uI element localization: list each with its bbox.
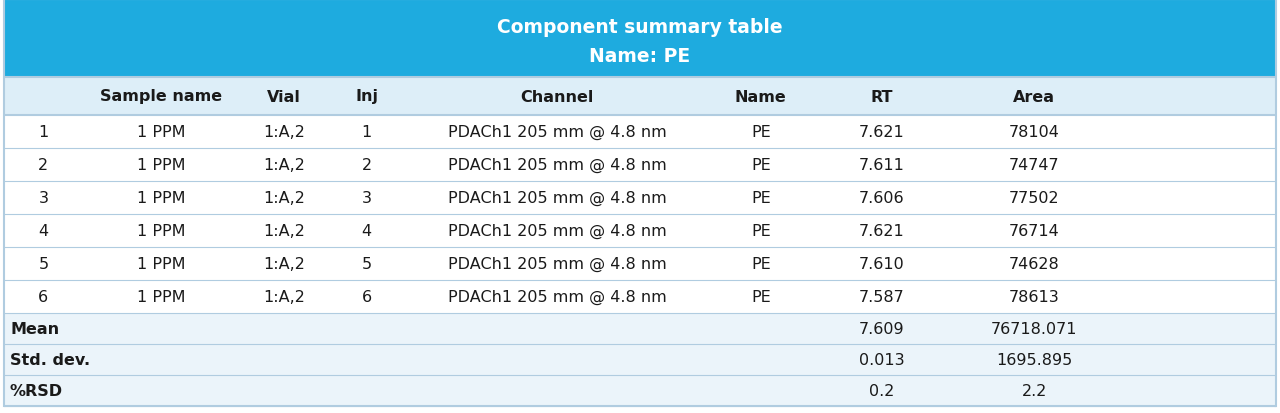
- Text: 1:A,2: 1:A,2: [262, 125, 305, 140]
- Bar: [4, 0, 1276, 78]
- Text: 1 PPM: 1 PPM: [137, 289, 186, 304]
- Text: 1: 1: [38, 125, 49, 140]
- Text: PDACh1 205 mm @ 4.8 nm: PDACh1 205 mm @ 4.8 nm: [448, 125, 667, 140]
- Text: Name: PE: Name: PE: [589, 47, 691, 66]
- Text: PE: PE: [751, 190, 771, 206]
- Text: 4: 4: [38, 223, 49, 238]
- Text: 7.606: 7.606: [859, 190, 905, 206]
- Text: 1 PPM: 1 PPM: [137, 223, 186, 238]
- Text: PE: PE: [751, 125, 771, 140]
- Text: 1:A,2: 1:A,2: [262, 256, 305, 271]
- Bar: [4, 78, 1276, 116]
- Text: PE: PE: [751, 289, 771, 304]
- Text: Vial: Vial: [268, 89, 301, 104]
- Text: 1:A,2: 1:A,2: [262, 158, 305, 173]
- Bar: [4, 182, 1276, 214]
- Text: 1 PPM: 1 PPM: [137, 158, 186, 173]
- Text: 2: 2: [38, 158, 49, 173]
- Bar: [4, 313, 1276, 344]
- Text: 7.621: 7.621: [859, 125, 905, 140]
- Text: Inj: Inj: [355, 89, 378, 104]
- Text: PE: PE: [751, 158, 771, 173]
- Text: 1: 1: [361, 125, 371, 140]
- Text: Std. dev.: Std. dev.: [10, 352, 90, 367]
- Text: 6: 6: [361, 289, 371, 304]
- Text: Channel: Channel: [521, 89, 594, 104]
- Text: 78104: 78104: [1009, 125, 1060, 140]
- Text: Sample name: Sample name: [100, 89, 223, 104]
- Text: 5: 5: [38, 256, 49, 271]
- Text: 0.2: 0.2: [869, 383, 895, 398]
- Text: PE: PE: [751, 223, 771, 238]
- Bar: [4, 344, 1276, 375]
- Text: 1 PPM: 1 PPM: [137, 125, 186, 140]
- Text: 1:A,2: 1:A,2: [262, 289, 305, 304]
- Text: 5: 5: [361, 256, 371, 271]
- Text: 74747: 74747: [1009, 158, 1060, 173]
- Text: 0.013: 0.013: [859, 352, 905, 367]
- Text: 1:A,2: 1:A,2: [262, 190, 305, 206]
- Text: 7.587: 7.587: [859, 289, 905, 304]
- Bar: [4, 214, 1276, 247]
- Text: Mean: Mean: [10, 321, 59, 336]
- Text: PDACh1 205 mm @ 4.8 nm: PDACh1 205 mm @ 4.8 nm: [448, 223, 667, 239]
- Text: 3: 3: [38, 190, 49, 206]
- Text: %RSD: %RSD: [10, 383, 63, 398]
- Text: 6: 6: [38, 289, 49, 304]
- Text: PDACh1 205 mm @ 4.8 nm: PDACh1 205 mm @ 4.8 nm: [448, 256, 667, 271]
- Text: 4: 4: [361, 223, 371, 238]
- Text: 1:A,2: 1:A,2: [262, 223, 305, 238]
- Text: 7.621: 7.621: [859, 223, 905, 238]
- Text: Area: Area: [1014, 89, 1055, 104]
- Text: Name: Name: [735, 89, 787, 104]
- Text: 2.2: 2.2: [1021, 383, 1047, 398]
- Bar: [4, 247, 1276, 280]
- Text: RT: RT: [870, 89, 893, 104]
- Text: 7.611: 7.611: [859, 158, 905, 173]
- Text: 74628: 74628: [1009, 256, 1060, 271]
- Text: PDACh1 205 mm @ 4.8 nm: PDACh1 205 mm @ 4.8 nm: [448, 157, 667, 173]
- Text: 76718.071: 76718.071: [991, 321, 1078, 336]
- Text: PDACh1 205 mm @ 4.8 nm: PDACh1 205 mm @ 4.8 nm: [448, 190, 667, 206]
- Text: 76714: 76714: [1009, 223, 1060, 238]
- Text: 1695.895: 1695.895: [996, 352, 1073, 367]
- Bar: [4, 149, 1276, 182]
- Text: 77502: 77502: [1009, 190, 1060, 206]
- Text: 1 PPM: 1 PPM: [137, 190, 186, 206]
- Text: Component summary table: Component summary table: [497, 18, 783, 37]
- Text: 2: 2: [361, 158, 371, 173]
- Text: PDACh1 205 mm @ 4.8 nm: PDACh1 205 mm @ 4.8 nm: [448, 289, 667, 304]
- Text: 1 PPM: 1 PPM: [137, 256, 186, 271]
- Text: 7.610: 7.610: [859, 256, 905, 271]
- Text: 78613: 78613: [1009, 289, 1060, 304]
- Bar: [4, 280, 1276, 313]
- Bar: [4, 375, 1276, 406]
- Text: 7.609: 7.609: [859, 321, 905, 336]
- Text: PE: PE: [751, 256, 771, 271]
- Bar: [4, 116, 1276, 149]
- Text: 3: 3: [361, 190, 371, 206]
